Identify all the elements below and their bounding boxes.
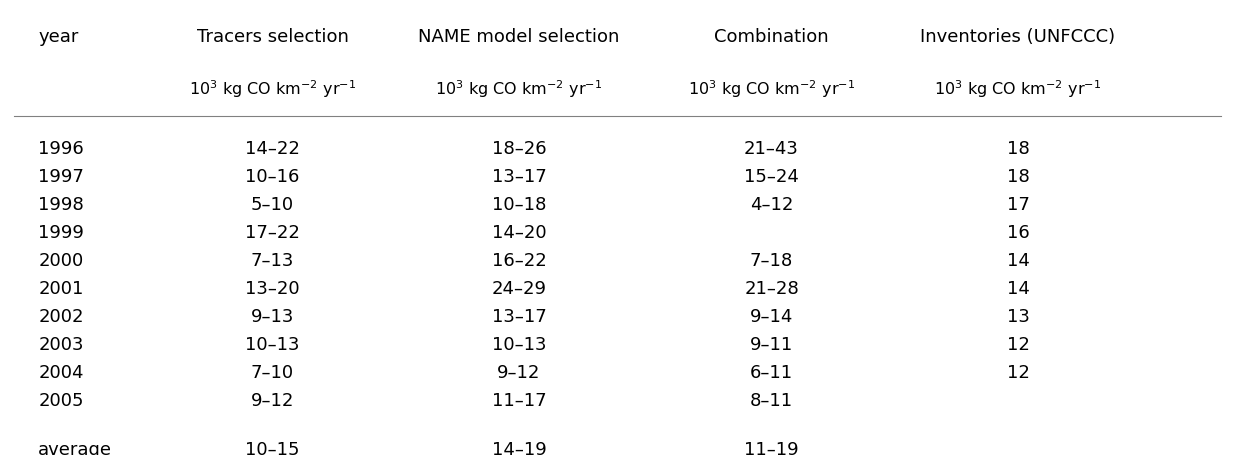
Text: 18: 18 <box>1007 167 1029 185</box>
Text: 1998: 1998 <box>38 195 84 213</box>
Text: 13: 13 <box>1007 308 1030 325</box>
Text: 7–13: 7–13 <box>251 252 294 269</box>
Text: 7–10: 7–10 <box>251 364 294 381</box>
Text: year: year <box>38 28 79 46</box>
Text: NAME model selection: NAME model selection <box>419 28 620 46</box>
Text: 10–13: 10–13 <box>492 335 546 354</box>
Text: 18: 18 <box>1007 139 1029 157</box>
Text: 24–29: 24–29 <box>492 279 546 298</box>
Text: 2002: 2002 <box>38 308 84 325</box>
Text: 17: 17 <box>1007 195 1030 213</box>
Text: 13–20: 13–20 <box>246 279 300 298</box>
Text: 13–17: 13–17 <box>492 308 546 325</box>
Text: 14: 14 <box>1007 252 1030 269</box>
Text: 1999: 1999 <box>38 223 84 241</box>
Text: 13–17: 13–17 <box>492 167 546 185</box>
Text: 5–10: 5–10 <box>251 195 294 213</box>
Text: 14–20: 14–20 <box>492 223 546 241</box>
Text: 11–19: 11–19 <box>745 440 799 455</box>
Text: Inventories (UNFCCC): Inventories (UNFCCC) <box>920 28 1115 46</box>
Text: 2003: 2003 <box>38 335 84 354</box>
Text: 14–19: 14–19 <box>492 440 546 455</box>
Text: 21–28: 21–28 <box>745 279 799 298</box>
Text: Combination: Combination <box>714 28 829 46</box>
Text: 9–13: 9–13 <box>251 308 294 325</box>
Text: 15–24: 15–24 <box>745 167 799 185</box>
Text: 8–11: 8–11 <box>750 391 793 410</box>
Text: 16: 16 <box>1007 223 1029 241</box>
Text: 14–22: 14–22 <box>245 139 300 157</box>
Text: 10$^3$ kg CO km$^{-2}$ yr$^{-1}$: 10$^3$ kg CO km$^{-2}$ yr$^{-1}$ <box>189 78 356 100</box>
Text: 18–26: 18–26 <box>492 139 546 157</box>
Text: 1996: 1996 <box>38 139 84 157</box>
Text: average: average <box>38 440 112 455</box>
Text: 10–16: 10–16 <box>246 167 300 185</box>
Text: 4–12: 4–12 <box>750 195 793 213</box>
Text: 10$^3$ kg CO km$^{-2}$ yr$^{-1}$: 10$^3$ kg CO km$^{-2}$ yr$^{-1}$ <box>935 78 1102 100</box>
Text: 9–14: 9–14 <box>750 308 793 325</box>
Text: 10$^3$ kg CO km$^{-2}$ yr$^{-1}$: 10$^3$ kg CO km$^{-2}$ yr$^{-1}$ <box>688 78 855 100</box>
Text: 10–15: 10–15 <box>246 440 300 455</box>
Text: 2004: 2004 <box>38 364 84 381</box>
Text: 7–18: 7–18 <box>750 252 793 269</box>
Text: 21–43: 21–43 <box>745 139 799 157</box>
Text: 6–11: 6–11 <box>750 364 793 381</box>
Text: 17–22: 17–22 <box>245 223 300 241</box>
Text: 2001: 2001 <box>38 279 84 298</box>
Text: 9–12: 9–12 <box>251 391 294 410</box>
Text: 11–17: 11–17 <box>492 391 546 410</box>
Text: 9–11: 9–11 <box>750 335 793 354</box>
Text: 14: 14 <box>1007 279 1030 298</box>
Text: 16–22: 16–22 <box>492 252 546 269</box>
Text: 10–13: 10–13 <box>246 335 300 354</box>
Text: Tracers selection: Tracers selection <box>196 28 348 46</box>
Text: 9–12: 9–12 <box>498 364 541 381</box>
Text: 10–18: 10–18 <box>492 195 546 213</box>
Text: 1997: 1997 <box>38 167 84 185</box>
Text: 2005: 2005 <box>38 391 84 410</box>
Text: 2000: 2000 <box>38 252 84 269</box>
Text: 10$^3$ kg CO km$^{-2}$ yr$^{-1}$: 10$^3$ kg CO km$^{-2}$ yr$^{-1}$ <box>436 78 603 100</box>
Text: 12: 12 <box>1007 364 1030 381</box>
Text: 12: 12 <box>1007 335 1030 354</box>
